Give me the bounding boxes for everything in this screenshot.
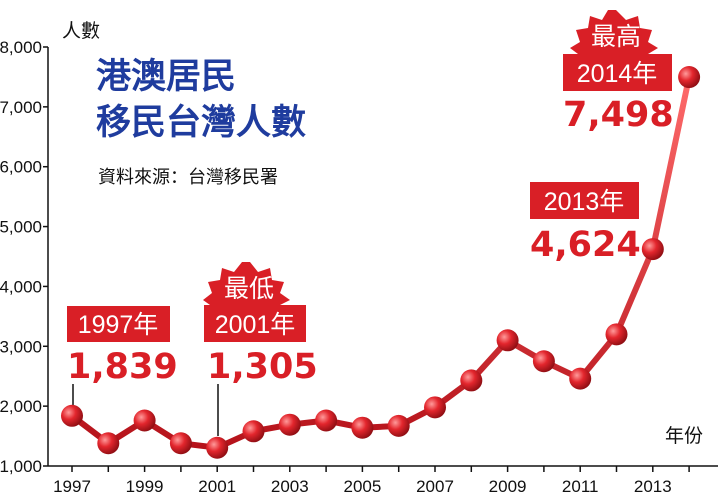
callout-1997: 1997年 1,839 <box>67 306 178 388</box>
data-point-2007 <box>424 396 446 419</box>
x-tick-label: 2001 <box>198 477 236 496</box>
y-tick-label: 5,000 <box>0 218 42 237</box>
data-point-1999 <box>133 409 156 432</box>
low-badge-text: 最低 <box>224 275 274 303</box>
callout-2013: 2013年 4,624 <box>530 182 641 266</box>
y-tick-label: 7,000 <box>0 98 42 117</box>
callout-2014-label-bg <box>563 54 672 91</box>
y-tick-label: 4,000 <box>0 277 42 296</box>
data-point-2014 <box>678 66 701 89</box>
chart-title-line1: 港澳居民 <box>96 56 236 97</box>
data-point-2013 <box>641 238 664 261</box>
data-point-2004 <box>315 409 338 432</box>
data-point-2010 <box>532 350 555 373</box>
callout-2001-label-bg <box>204 305 306 342</box>
y-tick-label: 2,000 <box>0 397 42 416</box>
callout-2014-label: 2014年 <box>577 60 658 88</box>
high-burst-badge <box>570 10 658 54</box>
y-tick-label: 6,000 <box>0 158 42 177</box>
callout-2001-label: 2001年 <box>215 311 296 339</box>
x-tick-label: 1997 <box>53 477 91 496</box>
callout-1997-value: 1,839 <box>67 347 178 387</box>
x-tick-label: 2005 <box>343 477 381 496</box>
data-point-2001 <box>206 436 229 459</box>
x-tick-label: 2011 <box>562 477 599 496</box>
callout-2013-label-bg <box>530 182 639 219</box>
data-point-2005 <box>351 416 374 439</box>
x-tick-label: 1999 <box>126 477 164 496</box>
callout-2014: 最高 2014年 7,498 <box>563 10 674 136</box>
y-tick-label: 8,000 <box>0 38 42 57</box>
data-point-2003 <box>278 413 301 436</box>
callout-1997-label: 1997年 <box>78 311 159 339</box>
x-tick-label: 2013 <box>634 477 672 496</box>
data-point-2002 <box>242 420 265 443</box>
x-tick-label: 2007 <box>416 477 454 496</box>
x-tick-label: 2003 <box>271 477 309 496</box>
data-point-2008 <box>460 369 483 392</box>
chart-title-line2: 移民台灣人數 <box>96 102 306 143</box>
x-unit-label: 年份 <box>665 425 703 447</box>
callout-2001: 最低 2001年 1,305 <box>203 262 318 388</box>
x-tick-label: 2009 <box>489 477 527 496</box>
callout-2013-value: 4,624 <box>530 225 641 265</box>
callout-2014-value: 7,498 <box>563 95 674 135</box>
callout-2013-label: 2013年 <box>544 188 625 216</box>
high-badge-text: 最高 <box>591 23 641 51</box>
y-tick-label: 1,000 <box>0 457 42 476</box>
y-unit-label: 人數 <box>62 20 100 42</box>
data-point-2006 <box>387 414 410 437</box>
data-point-1997 <box>61 404 83 427</box>
data-point-1998 <box>97 432 120 455</box>
data-point-2012 <box>605 323 628 346</box>
data-point-2009 <box>496 329 519 352</box>
callout-2001-value: 1,305 <box>207 347 318 387</box>
low-burst-badge <box>203 262 290 305</box>
source-note: 資料來源：台灣移民署 <box>98 167 278 188</box>
data-point-2011 <box>569 367 592 390</box>
data-point-2000 <box>169 432 192 455</box>
y-tick-label: 3,000 <box>0 337 42 356</box>
callout-1997-label-bg <box>67 306 170 342</box>
